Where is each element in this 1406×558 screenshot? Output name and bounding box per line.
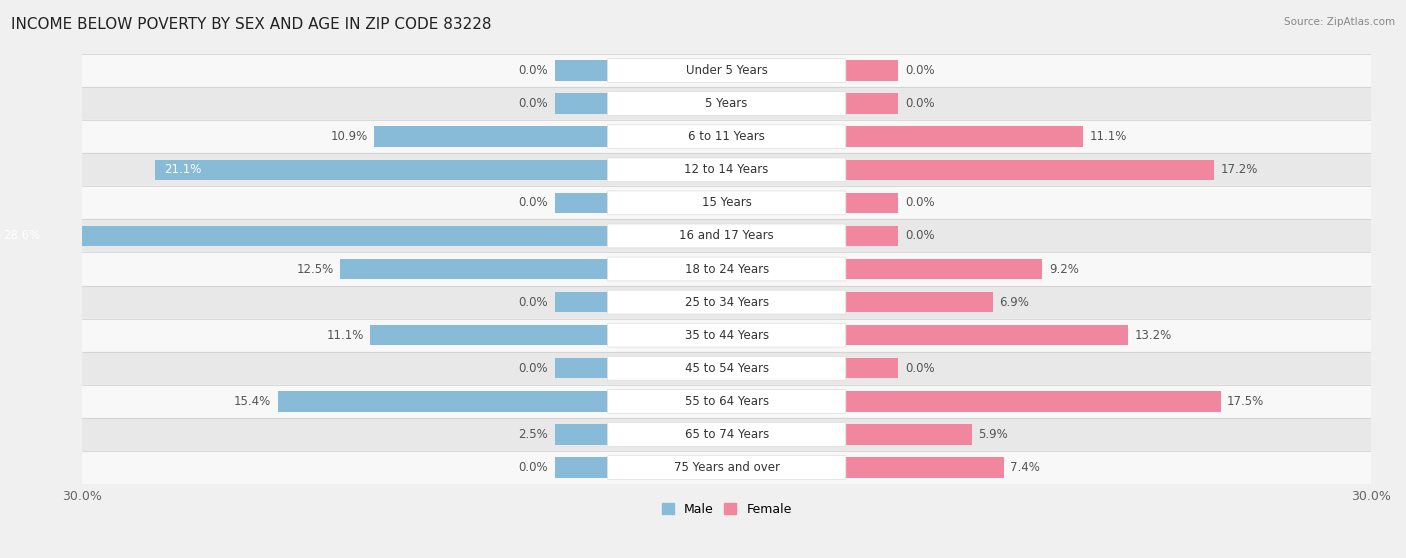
Bar (82, 352, 1371, 385)
FancyBboxPatch shape (607, 422, 846, 446)
Bar (845, 259, 1042, 279)
Text: 0.0%: 0.0% (905, 229, 935, 242)
Bar (82, 418, 1371, 451)
Bar (555, 457, 609, 478)
FancyBboxPatch shape (607, 357, 846, 380)
FancyBboxPatch shape (607, 191, 846, 215)
Text: 17.2%: 17.2% (1220, 163, 1258, 176)
Text: Source: ZipAtlas.com: Source: ZipAtlas.com (1284, 17, 1395, 27)
Bar (845, 325, 1129, 345)
Text: 12.5%: 12.5% (297, 262, 333, 276)
Text: 21.1%: 21.1% (165, 163, 201, 176)
Text: 0.0%: 0.0% (905, 196, 935, 209)
Legend: Male, Female: Male, Female (657, 498, 797, 521)
Text: 17.5%: 17.5% (1227, 395, 1264, 408)
Bar (555, 292, 609, 312)
Text: 0.0%: 0.0% (519, 296, 548, 309)
Text: 75 Years and over: 75 Years and over (673, 461, 780, 474)
Text: 7.4%: 7.4% (1010, 461, 1040, 474)
Bar (845, 193, 898, 213)
Text: 13.2%: 13.2% (1135, 329, 1173, 341)
Bar (82, 451, 1371, 484)
Bar (845, 391, 1220, 412)
Text: 5 Years: 5 Years (706, 97, 748, 110)
Text: 0.0%: 0.0% (905, 362, 935, 375)
Text: 9.2%: 9.2% (1049, 262, 1078, 276)
Text: 25 to 34 Years: 25 to 34 Years (685, 296, 769, 309)
Bar (340, 259, 609, 279)
Text: 6.9%: 6.9% (1000, 296, 1029, 309)
Bar (82, 252, 1371, 286)
FancyBboxPatch shape (607, 323, 846, 347)
Bar (845, 457, 1004, 478)
Text: 16 and 17 Years: 16 and 17 Years (679, 229, 775, 242)
Text: INCOME BELOW POVERTY BY SEX AND AGE IN ZIP CODE 83228: INCOME BELOW POVERTY BY SEX AND AGE IN Z… (11, 17, 492, 32)
Bar (82, 186, 1371, 219)
Text: 0.0%: 0.0% (519, 196, 548, 209)
FancyBboxPatch shape (607, 125, 846, 148)
Bar (82, 385, 1371, 418)
Text: 11.1%: 11.1% (326, 329, 364, 341)
FancyBboxPatch shape (607, 389, 846, 413)
Text: 0.0%: 0.0% (905, 97, 935, 110)
Bar (374, 127, 609, 147)
Bar (845, 358, 898, 378)
Text: 0.0%: 0.0% (519, 64, 548, 77)
Text: 6 to 11 Years: 6 to 11 Years (688, 130, 765, 143)
Text: Under 5 Years: Under 5 Years (686, 64, 768, 77)
Bar (845, 225, 898, 246)
FancyBboxPatch shape (607, 455, 846, 479)
Text: 15.4%: 15.4% (233, 395, 271, 408)
Bar (845, 60, 898, 81)
FancyBboxPatch shape (607, 224, 846, 248)
Text: 12 to 14 Years: 12 to 14 Years (685, 163, 769, 176)
Text: 0.0%: 0.0% (519, 362, 548, 375)
Bar (0, 225, 609, 246)
Bar (845, 160, 1215, 180)
FancyBboxPatch shape (607, 59, 846, 83)
Bar (845, 127, 1083, 147)
Text: 15 Years: 15 Years (702, 196, 752, 209)
FancyBboxPatch shape (607, 92, 846, 116)
Text: 0.0%: 0.0% (519, 461, 548, 474)
Bar (82, 153, 1371, 186)
Bar (82, 219, 1371, 252)
Text: 28.6%: 28.6% (3, 229, 39, 242)
Bar (82, 54, 1371, 87)
Text: 5.9%: 5.9% (979, 428, 1008, 441)
Bar (155, 160, 609, 180)
FancyBboxPatch shape (607, 158, 846, 182)
Text: 65 to 74 Years: 65 to 74 Years (685, 428, 769, 441)
Text: 11.1%: 11.1% (1090, 130, 1128, 143)
Text: 18 to 24 Years: 18 to 24 Years (685, 262, 769, 276)
Bar (845, 292, 993, 312)
Text: 2.5%: 2.5% (519, 428, 548, 441)
Bar (82, 319, 1371, 352)
Bar (82, 120, 1371, 153)
Bar (370, 325, 609, 345)
Bar (845, 93, 898, 114)
Text: 10.9%: 10.9% (330, 130, 368, 143)
Text: 45 to 54 Years: 45 to 54 Years (685, 362, 769, 375)
Bar (555, 93, 609, 114)
Bar (277, 391, 609, 412)
Text: 35 to 44 Years: 35 to 44 Years (685, 329, 769, 341)
Text: 0.0%: 0.0% (519, 97, 548, 110)
Bar (555, 424, 609, 445)
Text: 55 to 64 Years: 55 to 64 Years (685, 395, 769, 408)
Bar (82, 87, 1371, 120)
Bar (555, 358, 609, 378)
Bar (82, 286, 1371, 319)
FancyBboxPatch shape (607, 257, 846, 281)
Text: 0.0%: 0.0% (905, 64, 935, 77)
FancyBboxPatch shape (607, 290, 846, 314)
Bar (555, 193, 609, 213)
Bar (845, 424, 972, 445)
Bar (555, 60, 609, 81)
